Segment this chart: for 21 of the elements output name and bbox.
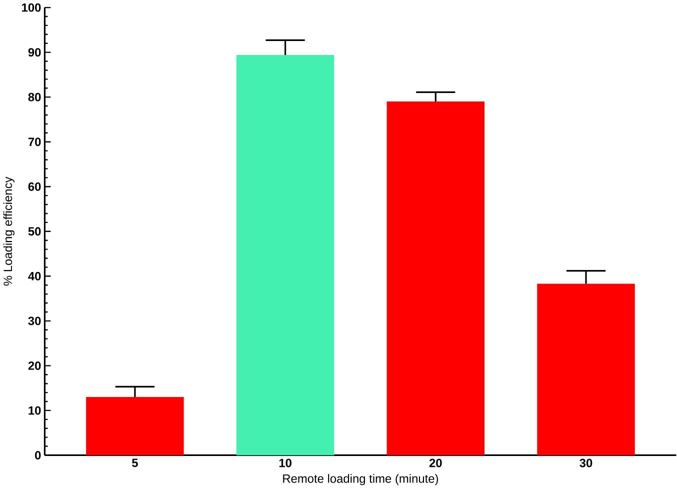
y-tick-label: 90: [28, 48, 41, 57]
y-tick-label: 40: [28, 272, 41, 281]
bar: [537, 284, 635, 456]
bar: [386, 102, 485, 456]
y-tick-label: 20: [28, 362, 41, 370]
y-tick-label: 70: [28, 138, 41, 146]
y-tick-label: 50: [28, 227, 41, 236]
x-tick-label: 20: [429, 459, 442, 468]
y-tick-label: 80: [28, 93, 41, 102]
y-tick-label: 30: [28, 316, 41, 326]
bar: [86, 397, 184, 456]
y-tick-label: 0: [35, 451, 41, 460]
y-tick-label: 10: [28, 406, 41, 415]
x-tick-label: 10: [279, 459, 292, 468]
x-tick-label: 30: [580, 459, 592, 468]
bar: [236, 55, 334, 456]
x-axis-title: Remote loading time (minute): [283, 474, 438, 486]
y-axis-title: % Loading efficiency: [3, 177, 14, 286]
x-tick-label: 5: [132, 459, 138, 468]
y-tick-label: 100: [22, 4, 41, 12]
y-tick-label: 60: [28, 182, 41, 192]
